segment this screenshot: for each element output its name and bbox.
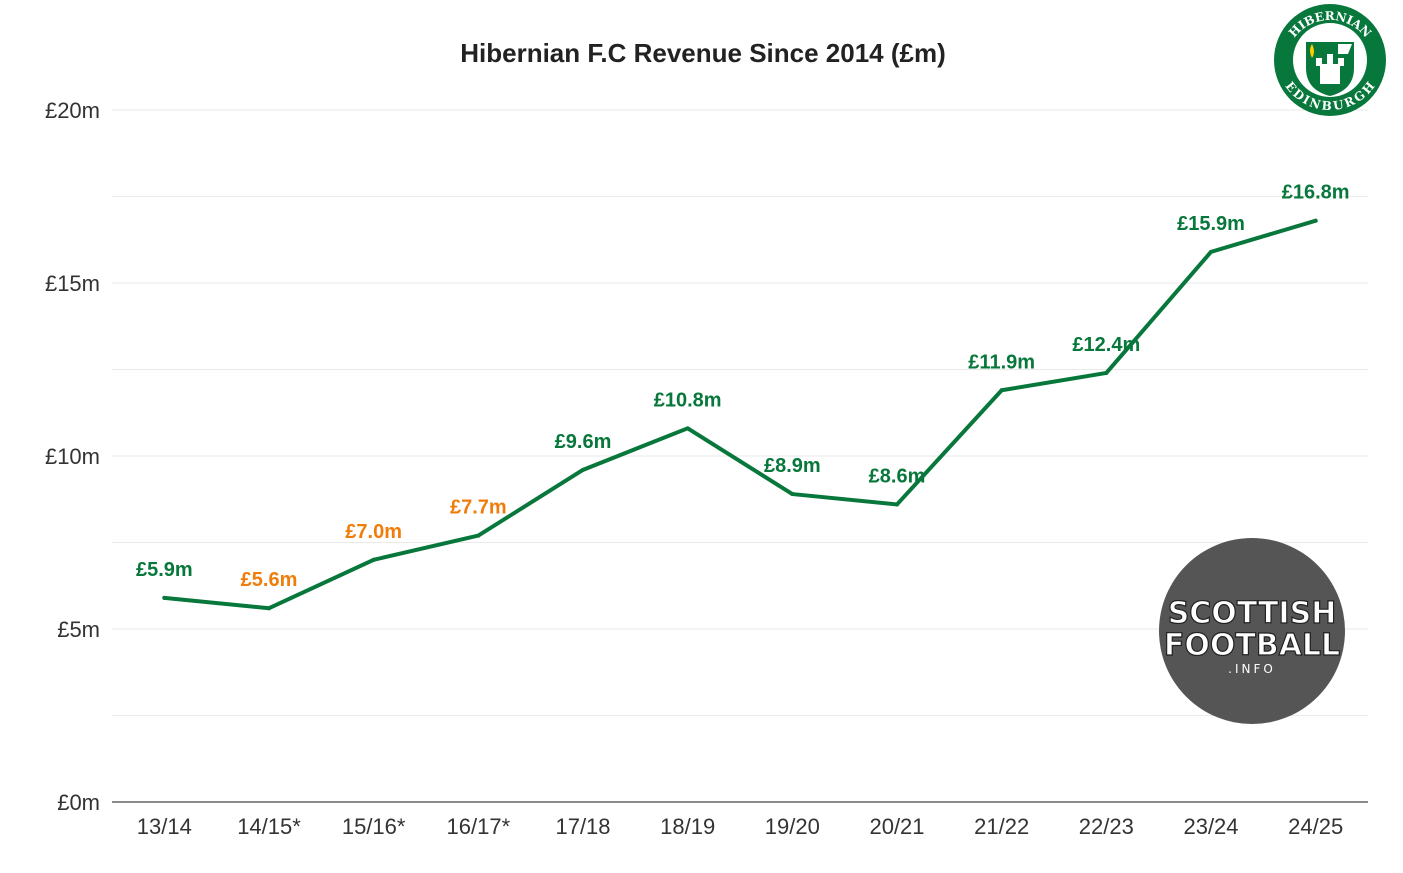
x-tick-label: 14/15* (237, 814, 301, 839)
data-point (790, 492, 795, 497)
data-label: £8.6m (869, 465, 926, 487)
x-tick-label: 13/14 (137, 814, 192, 839)
data-point (267, 606, 271, 611)
x-tick-label: 15/16* (342, 814, 406, 839)
data-label: £12.4m (1072, 334, 1140, 356)
y-axis-ticks: £0m £5m £10m £15m £20m (45, 98, 100, 815)
x-tick-label: 19/20 (765, 814, 820, 839)
data-label: £10.8m (654, 389, 722, 411)
data-label: £15.9m (1177, 213, 1245, 235)
chart-title: Hibernian F.C Revenue Since 2014 (£m) (460, 38, 946, 68)
crest-year-right: 75 (1368, 55, 1383, 68)
data-point (476, 533, 481, 538)
data-point (999, 388, 1004, 393)
watermark-line2: FOOTBALL (1164, 628, 1340, 663)
data-label: £7.7m (450, 497, 507, 519)
crest-harp-icon (1310, 44, 1314, 58)
data-labels: £5.9m £5.6m £7.0m £7.7m £9.6m £10.8m £8.9m £8.6… (136, 182, 1350, 592)
y-tick-label: £0m (57, 790, 100, 815)
y-tick-label: £10m (45, 444, 100, 469)
data-label: £16.8m (1282, 182, 1350, 204)
data-label: £11.9m (968, 351, 1035, 373)
x-tick-label: 16/17* (447, 814, 511, 839)
scottish-football-info-logo: SCOTTISH FOOTBALL .INFO (1159, 538, 1345, 724)
crest-castle-icon (1320, 64, 1340, 84)
x-tick-label: 24/25 (1288, 814, 1343, 839)
crest-year-left: 18 (1276, 55, 1292, 68)
x-axis-ticks: 13/14 14/15* 15/16* 16/17* 17/18 18/19 19/20 20… (137, 814, 1343, 839)
x-tick-label: 18/19 (660, 814, 715, 839)
gridlines (112, 109, 1368, 716)
data-point (581, 467, 585, 472)
revenue-series-line (162, 218, 1318, 611)
data-label: £9.6m (555, 431, 612, 453)
data-point (162, 595, 167, 600)
data-point (1104, 370, 1109, 375)
y-tick-label: £20m (45, 98, 100, 123)
data-label: £5.6m (241, 569, 298, 591)
crest-ship-icon (1338, 44, 1352, 54)
watermark-circle (1159, 538, 1345, 724)
data-point (371, 557, 376, 562)
x-tick-label: 17/18 (555, 814, 610, 839)
y-tick-label: £5m (57, 617, 100, 642)
x-tick-label: 22/23 (1079, 814, 1134, 839)
series-revenue (162, 218, 1318, 611)
data-point (895, 502, 899, 507)
x-tick-label: 20/21 (869, 814, 924, 839)
data-label: £5.9m (136, 559, 193, 581)
hibernian-crest-logo: HIBERNIAN EDINBURGH 18 75 (1274, 4, 1386, 116)
watermark-line1: SCOTTISH (1168, 596, 1337, 631)
data-point (685, 426, 690, 431)
data-label: £8.9m (764, 455, 821, 477)
data-label: £7.0m (345, 521, 402, 543)
y-tick-label: £15m (45, 271, 100, 296)
data-point (1313, 218, 1318, 223)
x-tick-label: 21/22 (974, 814, 1029, 839)
x-tick-label: 23/24 (1183, 814, 1238, 839)
watermark-line3: .INFO (1228, 662, 1276, 676)
data-point (1209, 249, 1213, 254)
